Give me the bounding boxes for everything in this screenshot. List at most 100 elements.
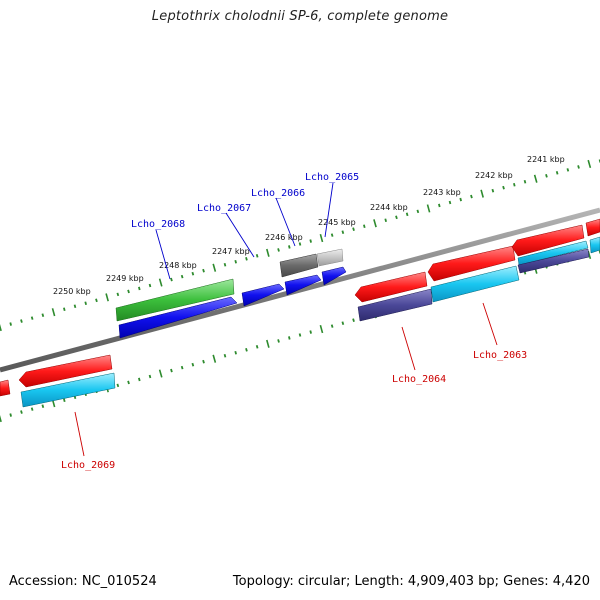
outer-tick xyxy=(116,292,120,297)
outer-tick xyxy=(480,189,484,198)
inner-tick xyxy=(148,374,152,379)
inner-tick xyxy=(0,415,2,423)
outer-tick xyxy=(373,219,377,228)
inner-tick xyxy=(20,410,23,414)
outer-tick xyxy=(577,165,580,169)
outer-tick xyxy=(523,179,527,184)
gene-red-edge-right[interactable] xyxy=(585,218,600,237)
leader-lcho-2067 xyxy=(225,212,255,258)
outer-tick xyxy=(277,248,280,252)
gene-lcho-2066[interactable] xyxy=(279,253,319,278)
outer-tick xyxy=(438,203,441,208)
outer-tick xyxy=(266,248,270,257)
gene-lcho-2064-red[interactable] xyxy=(354,271,428,303)
leader-lcho-2063 xyxy=(482,302,498,346)
inner-tick xyxy=(116,383,120,388)
outer-tick xyxy=(127,289,130,294)
inner-tick xyxy=(223,353,227,358)
outer-tick xyxy=(298,242,302,246)
leader-lcho-2065 xyxy=(324,182,334,238)
outer-tick-ring xyxy=(0,159,600,332)
inner-tick xyxy=(330,324,334,328)
inner-tick xyxy=(9,413,12,417)
inner-tick xyxy=(234,350,237,355)
outer-tick xyxy=(363,224,366,229)
gene-label-lcho-2066[interactable]: Lcho_2066 xyxy=(251,188,305,199)
gene-blue-c[interactable] xyxy=(284,274,322,296)
outer-tick xyxy=(491,188,495,193)
inner-tick xyxy=(202,359,205,364)
gene-lcho-2069-red[interactable] xyxy=(18,354,113,388)
outer-tick xyxy=(148,283,152,288)
outer-tick xyxy=(191,271,195,276)
outer-tick xyxy=(309,239,312,243)
outer-tick xyxy=(255,254,259,258)
scale-label-2245: 2245 kbp xyxy=(318,218,356,227)
gene-label-lcho-2069[interactable]: Lcho_2069 xyxy=(61,460,115,471)
topology-label: Topology: circular; Length: 4,909,403 bp… xyxy=(232,574,590,589)
gene-purple-right[interactable] xyxy=(517,248,590,274)
gene-cyan-right[interactable] xyxy=(517,240,589,266)
outer-tick xyxy=(395,215,398,220)
gene-label-lcho-2063[interactable]: Lcho_2063 xyxy=(473,350,527,361)
scale-labels: 2241 kbp 2242 kbp 2243 kbp 2244 kbp 2245… xyxy=(53,155,565,296)
gene-label-lcho-2065[interactable]: Lcho_2065 xyxy=(305,172,359,183)
gene-blue-d[interactable] xyxy=(321,266,347,286)
outer-tick xyxy=(416,209,420,214)
reverse-strand-genes xyxy=(0,218,600,408)
gene-lcho-2065[interactable] xyxy=(316,248,344,267)
gene-label-lcho-2068[interactable]: Lcho_2068 xyxy=(131,219,185,230)
forward-strand-genes xyxy=(115,248,347,339)
inner-tick xyxy=(170,368,173,373)
label-leader-lines xyxy=(74,182,498,457)
outer-tick xyxy=(319,233,324,243)
outer-tick xyxy=(20,319,23,323)
outer-tick xyxy=(405,212,409,217)
inner-tick xyxy=(212,354,217,363)
scale-label-2250: 2250 kbp xyxy=(53,287,91,296)
outer-tick xyxy=(95,298,98,303)
gene-red-left-edge[interactable] xyxy=(0,379,11,397)
leader-lcho-2069 xyxy=(74,411,85,457)
outer-tick xyxy=(63,307,66,312)
outer-tick xyxy=(459,197,462,202)
outer-tick xyxy=(9,322,12,326)
genome-backbone xyxy=(0,207,600,373)
outer-tick xyxy=(352,227,355,231)
gene-red-right[interactable] xyxy=(511,224,585,257)
gene-lcho-2067[interactable] xyxy=(241,283,285,307)
outer-tick xyxy=(223,262,227,267)
outer-tick xyxy=(587,159,592,169)
gene-lcho-2069[interactable] xyxy=(20,372,116,408)
gene-labels: Lcho_2065 Lcho_2066 Lcho_2067 Lcho_2068 … xyxy=(61,172,527,471)
outer-tick xyxy=(245,257,248,261)
leader-lcho-2064 xyxy=(401,326,416,371)
inner-tick xyxy=(191,362,195,367)
outer-tick xyxy=(288,245,291,249)
gene-label-lcho-2064[interactable]: Lcho_2064 xyxy=(392,374,446,385)
outer-tick xyxy=(30,316,34,320)
scale-label-2243: 2243 kbp xyxy=(423,188,461,197)
scale-label-2247: 2247 kbp xyxy=(212,247,250,256)
gene-cyan-edge-right[interactable] xyxy=(589,236,600,254)
inner-tick xyxy=(352,318,355,322)
outer-tick xyxy=(502,185,505,190)
outer-tick xyxy=(426,204,431,213)
outer-tick xyxy=(470,194,473,199)
outer-tick xyxy=(341,230,345,234)
gene-lcho-2063[interactable] xyxy=(430,265,520,303)
inner-tick xyxy=(298,333,302,337)
gene-lcho-2064[interactable] xyxy=(357,288,433,322)
gene-blue-a[interactable] xyxy=(118,296,238,339)
gene-label-lcho-2067[interactable]: Lcho_2067 xyxy=(197,203,251,214)
outer-tick xyxy=(234,259,237,264)
inner-tick xyxy=(30,407,34,411)
inner-tick xyxy=(127,380,130,385)
gene-red-mid[interactable] xyxy=(427,245,516,282)
outer-tick xyxy=(448,200,452,205)
inner-tick xyxy=(158,369,163,378)
map-title: Leptothrix cholodnii SP-6, complete geno… xyxy=(151,9,449,24)
inner-tick xyxy=(138,377,141,382)
gene-lcho-2068[interactable] xyxy=(115,278,235,322)
inner-tick xyxy=(41,404,45,408)
